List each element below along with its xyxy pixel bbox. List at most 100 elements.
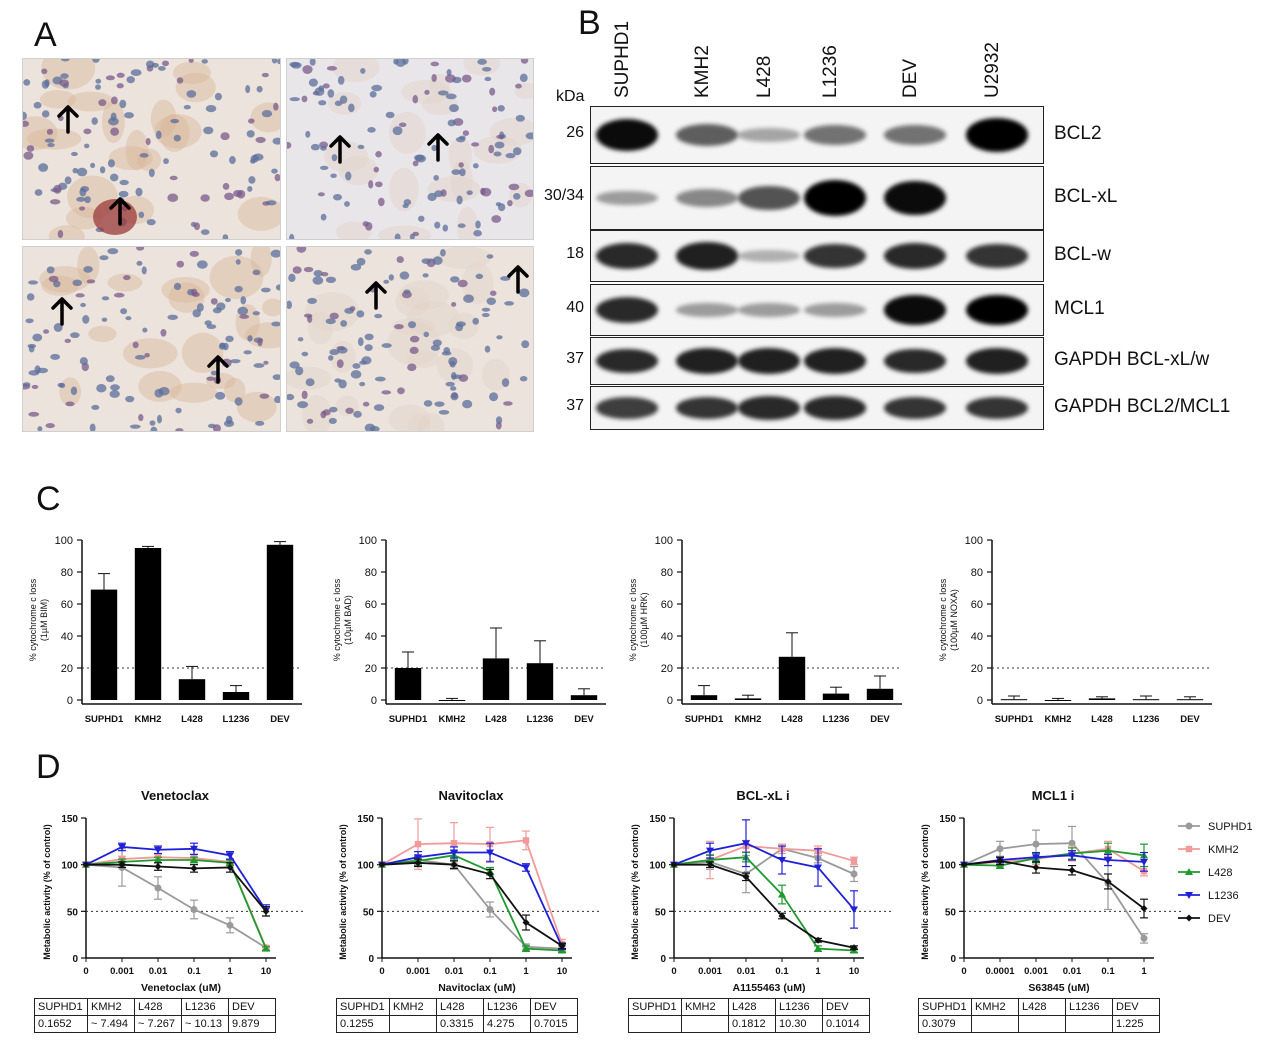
x-tick-label: 10 — [557, 966, 568, 977]
table-cell: DEV — [822, 998, 870, 1016]
y-tick-label: 60 — [971, 599, 983, 611]
y-tick-label: 0 — [371, 695, 377, 707]
series-line-suphd1 — [963, 842, 1145, 939]
kda-value: 26 — [566, 124, 584, 141]
blot-band — [738, 250, 800, 262]
protein-label: BCL2 — [1054, 123, 1102, 144]
bar-chart-3: 0 20 40 60 80 100 % cytochrome c loss(100µM HR… — [628, 535, 902, 725]
table-cell: 10.30 — [775, 1015, 823, 1033]
ic50-table: SUPHD1 KMH2 L428 L1236 DEV 0.1652 ~ 7.494 ~ 7.2… — [34, 998, 276, 1033]
x-tick-label: L428 — [1091, 714, 1113, 725]
y-tick-label: 150 — [61, 814, 78, 825]
arrow-icon — [329, 134, 351, 164]
table-row: 0.1812 10.30 0.1014 — [628, 1015, 870, 1033]
y-tick-label: 80 — [61, 567, 73, 579]
data-point — [814, 936, 822, 944]
x-tick-label: 1 — [523, 966, 529, 977]
y-axis-label-line2: (10µM BAD) — [343, 595, 353, 645]
protein-label: GAPDH BCL2/MCL1 — [1054, 396, 1231, 417]
y-tick-label: 100 — [359, 535, 377, 547]
kda-value: 37 — [566, 397, 584, 414]
x-tick-label: SUPHD1 — [995, 714, 1034, 725]
x-tick-label: 0 — [961, 966, 966, 977]
data-point — [154, 884, 162, 892]
table-cell: L428 — [134, 998, 182, 1016]
arrow-icon — [109, 196, 131, 226]
bar — [866, 688, 894, 700]
blot-band — [738, 348, 800, 374]
blot-band — [676, 396, 738, 420]
y-tick-label: 20 — [661, 663, 673, 675]
data-point — [1140, 905, 1148, 913]
table-row: SUPHD1 KMH2 L428 L1236 DEV — [34, 998, 276, 1016]
blot-strip — [590, 284, 1044, 336]
x-tick-label: DEV — [870, 714, 890, 725]
legend-marker — [1185, 914, 1193, 922]
x-axis-label: Venetoclax (uM) — [141, 982, 221, 994]
x-tick-label: 0.1 — [187, 966, 201, 977]
table-row: 0.1652 ~ 7.494 ~ 7.267 ~ 10.13 9.879 — [34, 1015, 276, 1033]
blot-band — [804, 396, 866, 420]
blot-strip — [590, 106, 1044, 164]
table-cell: SUPHD1 — [336, 998, 390, 1016]
table-cell: KMH2 — [389, 998, 437, 1016]
bar-chart-2: 0 20 40 60 80 100 % cytochrome c loss(10µM BAD… — [332, 535, 606, 725]
series-line-dev — [381, 861, 563, 947]
data-point — [706, 856, 714, 863]
arrow-icon — [57, 104, 79, 134]
data-point — [1140, 934, 1148, 942]
data-point — [522, 919, 530, 927]
blot-band — [676, 242, 738, 270]
chart-title: Navitoclax — [438, 788, 504, 803]
y-tick-label: 60 — [61, 599, 73, 611]
y-axis-label: % cytochrome c loss(10µM BAD) — [332, 578, 353, 661]
blot-band — [884, 180, 946, 216]
series-line-dev — [674, 863, 855, 949]
y-axis-label-line1: % cytochrome c loss — [332, 578, 342, 661]
blot-band — [676, 124, 738, 146]
series-line-l428 — [381, 854, 563, 952]
blot-strip — [590, 386, 1044, 430]
x-tick-label: 0.001 — [110, 966, 134, 977]
y-tick-label: 80 — [365, 567, 377, 579]
data-point — [742, 873, 750, 881]
table-cell: L428 — [436, 998, 484, 1016]
y-tick-label: 40 — [365, 631, 377, 643]
chart-title: BCL-xL i — [736, 788, 789, 803]
bar-chart-4: 0 20 40 60 80 100 % cytochrome c loss(100µM NO… — [938, 535, 1212, 725]
x-tick-label: 0.001 — [406, 966, 430, 977]
bar — [1176, 699, 1204, 701]
blot-band — [966, 396, 1028, 420]
y-tick-label: 50 — [655, 907, 667, 918]
legend-label: L428 — [1208, 867, 1232, 879]
data-point — [706, 847, 714, 855]
legend-label: SUPHD1 — [1208, 821, 1253, 833]
table-cell: KMH2 — [87, 998, 135, 1016]
data-point — [1032, 863, 1040, 871]
ic50-table: SUPHD1 KMH2 L428 L1236 DEV 0.3079 1.225 — [918, 998, 1160, 1033]
x-tick-label: 1 — [815, 966, 821, 977]
ihc-image-2 — [286, 58, 534, 240]
protein-label: GAPDH BCL-xL/w — [1054, 349, 1210, 370]
table-cell: SUPHD1 — [918, 998, 972, 1016]
data-point — [190, 905, 198, 913]
data-point — [850, 870, 858, 878]
blot-band — [676, 348, 738, 374]
table-cell: L428 — [728, 998, 776, 1016]
x-tick-label: DEV — [1180, 714, 1200, 725]
data-point — [522, 864, 530, 872]
y-axis-label: Metabolic activity (% of control) — [42, 824, 52, 960]
legend-marker — [1185, 822, 1193, 830]
table-cell: DEV — [1112, 998, 1160, 1016]
table-cell: L1236 — [181, 998, 229, 1016]
x-tick-label: 0 — [83, 966, 88, 977]
data-point — [742, 840, 750, 848]
data-point — [414, 854, 422, 862]
y-axis-label: % cytochrome c loss(1µM BIM) — [28, 578, 49, 661]
data-point — [262, 944, 270, 952]
bar-chart-1: 0 20 40 60 80 100 % cytochrome c loss(1µM BIM)… — [28, 535, 302, 725]
y-axis-label-line2: (100µM NOXA) — [949, 589, 959, 651]
y-axis-label: Metabolic activity (% of control) — [338, 824, 348, 960]
